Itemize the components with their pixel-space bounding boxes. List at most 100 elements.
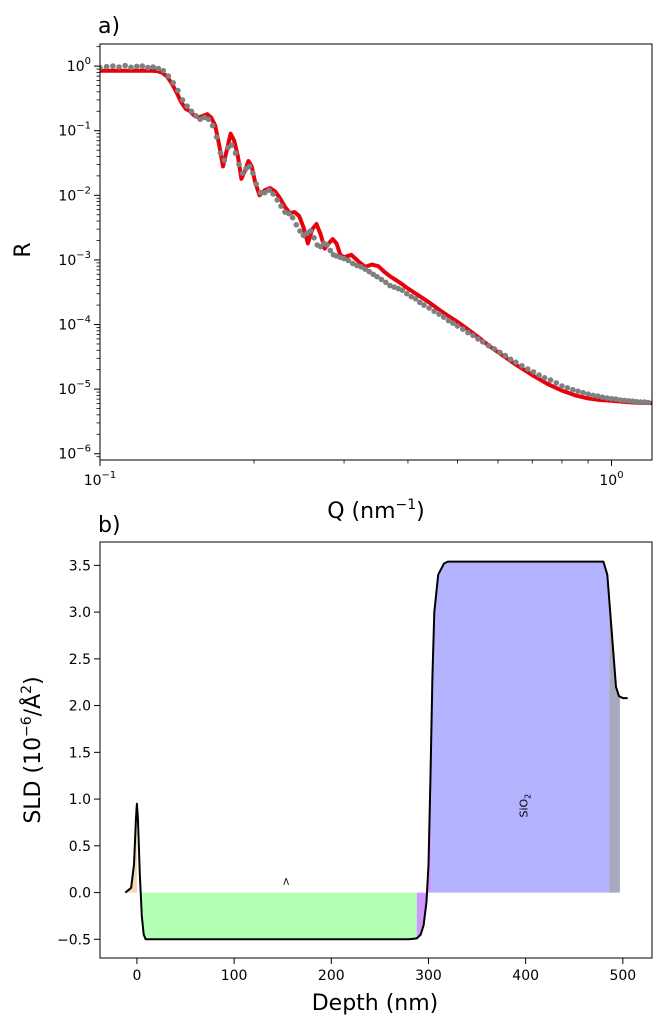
data-point [559, 383, 565, 389]
data-point [286, 210, 292, 217]
data-point [575, 388, 581, 395]
panel-b-frame [99, 541, 653, 959]
data-point [239, 170, 246, 176]
data-point [475, 336, 481, 342]
data-point [297, 228, 303, 234]
data-point [266, 187, 272, 193]
data-point [374, 273, 380, 280]
data-point [450, 320, 456, 327]
data-point [417, 299, 423, 306]
data-point [246, 163, 253, 170]
data-point [408, 293, 415, 300]
panel-a-ticks: 10−1 100 100 10−1 10−2 10−3 10−4 10−5 10−6 [58, 46, 624, 489]
data-point [253, 181, 259, 187]
data-point [608, 395, 615, 402]
data-point [536, 372, 542, 378]
x-tick-label: 10−1 [84, 470, 117, 489]
data-point [470, 332, 476, 339]
data-point [274, 197, 281, 203]
sld-profile-line [124, 560, 628, 941]
data-point [599, 394, 606, 401]
data-point [465, 329, 471, 336]
data-point [399, 287, 406, 294]
layer-fill-sio2 [431, 561, 610, 893]
x-tick-label: 100 [599, 470, 623, 489]
data-point [327, 247, 334, 254]
data-point [160, 67, 167, 74]
data-point [116, 64, 122, 70]
data-point [530, 369, 537, 375]
layer-fill-film [139, 873, 417, 940]
data-point [236, 161, 242, 168]
panel-a-plot-area [100, 62, 652, 406]
data-point [412, 296, 419, 302]
x-tick-label: 400 [512, 968, 539, 984]
y-tick-label: 10−6 [58, 444, 91, 463]
data-point [441, 314, 447, 321]
data-point [460, 326, 466, 332]
y-tick-label: 3.5 [69, 558, 91, 574]
data-point [221, 157, 228, 163]
data-point [454, 323, 461, 329]
panel-a-label: a) [98, 14, 120, 39]
panel-a-frame [99, 43, 653, 461]
layer-label-sio2: SiO2 [518, 794, 533, 818]
data-point [229, 142, 235, 148]
y-tick-label: −0.5 [57, 932, 91, 948]
panel-a-ylabel: R [11, 242, 36, 257]
data-point [307, 228, 314, 234]
y-tick-label: 10−5 [58, 379, 91, 398]
data-point [553, 380, 560, 386]
data-point [350, 260, 356, 267]
data-point [645, 399, 652, 406]
data-point [257, 189, 264, 196]
data-point [128, 64, 134, 71]
layer-label: > [280, 877, 293, 886]
y-tick-label: 1.5 [69, 745, 91, 761]
data-point [345, 257, 352, 264]
data-point [358, 264, 364, 270]
data-point [580, 389, 586, 396]
data-point [278, 203, 284, 209]
data-point [145, 64, 151, 71]
y-tick-label: 10−4 [58, 315, 91, 334]
data-point [366, 268, 373, 275]
panel-b-ylabel: SLD (10−6/Å2) [19, 676, 46, 823]
y-tick-label: 0.0 [69, 886, 91, 902]
data-point [491, 346, 498, 352]
data-point [362, 266, 369, 272]
data-point [289, 214, 296, 221]
y-tick-label: 1.0 [69, 792, 91, 808]
y-tick-label: 100 [67, 56, 91, 75]
data-point [613, 396, 619, 402]
data-point [232, 150, 239, 156]
data-point [564, 385, 571, 391]
data-point [625, 398, 632, 404]
data-point [436, 311, 442, 317]
fit-line [100, 68, 652, 405]
data-point [175, 87, 181, 94]
data-point [431, 308, 437, 315]
y-tick-label: 2.0 [69, 699, 91, 715]
panel-b-xlabel: Depth (nm) [312, 991, 439, 1016]
data-point [621, 397, 628, 404]
data-point [170, 80, 176, 86]
data-point [426, 305, 432, 311]
data-point [197, 116, 203, 123]
data-point [341, 255, 347, 262]
data-point [421, 302, 427, 308]
data-point [502, 352, 509, 359]
y-tick-label: 10−3 [58, 250, 91, 269]
data-point [193, 113, 199, 119]
data-point [100, 64, 103, 71]
y-tick-label: 0.5 [69, 839, 91, 855]
data-point [513, 359, 519, 366]
data-point [103, 63, 110, 70]
data-point [519, 363, 525, 369]
data-point [122, 62, 128, 69]
data-point [134, 63, 140, 70]
data-point [617, 397, 623, 403]
y-tick-label: 10−2 [58, 185, 91, 204]
